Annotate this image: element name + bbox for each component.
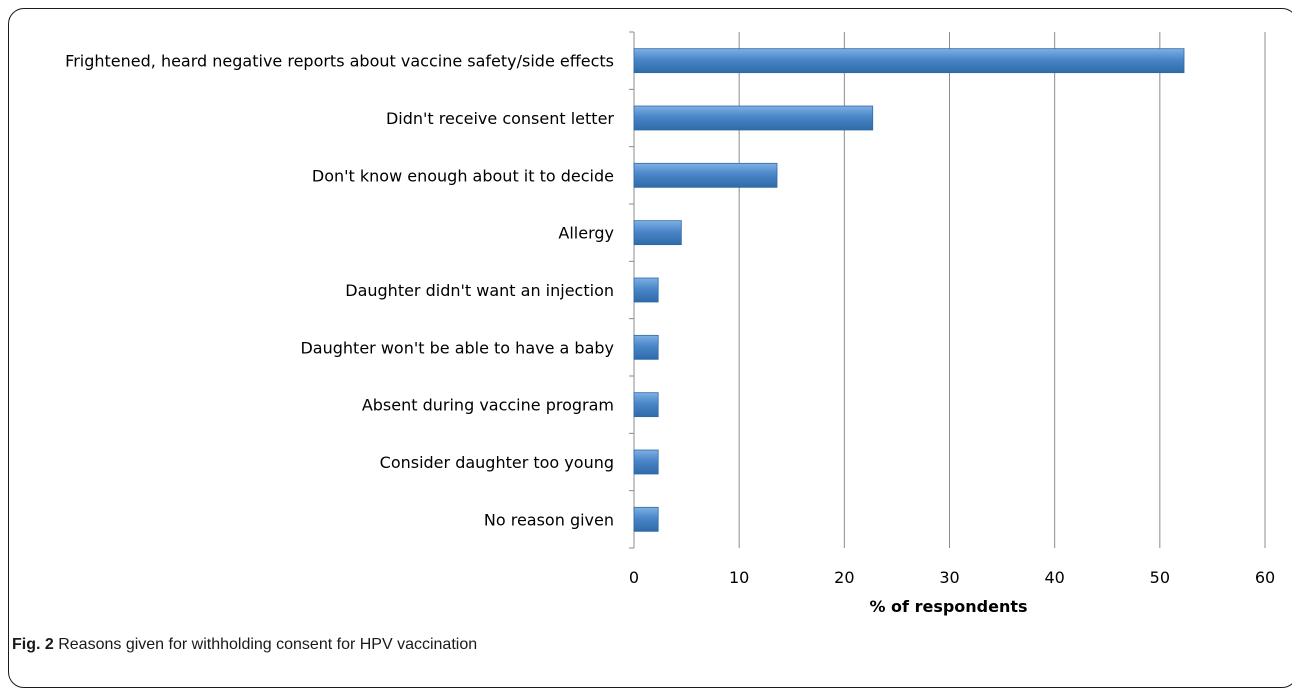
category-label: Daughter won't be able to have a baby: [300, 338, 614, 357]
bar: [633, 105, 874, 131]
bar: [633, 392, 659, 418]
x-tick-label: 40: [1044, 568, 1064, 587]
x-tick-label: 30: [939, 568, 959, 587]
category-label: Consider daughter too young: [380, 453, 614, 472]
bar: [633, 220, 682, 246]
x-tick-label: 60: [1255, 568, 1275, 587]
x-tick-label: 20: [834, 568, 854, 587]
figure-label: Fig. 2: [12, 636, 54, 653]
category-label: No reason given: [484, 510, 614, 529]
category-labels: Frightened, heard negative reports about…: [65, 52, 614, 530]
x-tick-label: 0: [629, 568, 639, 587]
bar: [633, 334, 659, 360]
bar: [633, 506, 659, 532]
x-tick-label: 50: [1150, 568, 1170, 587]
x-axis-title: % of respondents: [869, 597, 1027, 616]
bar-chart: Frightened, heard negative reports about…: [65, 31, 1275, 616]
x-tick-label: 10: [729, 568, 749, 587]
category-label: Daughter didn't want an injection: [345, 281, 614, 300]
category-label: Didn't receive consent letter: [386, 109, 614, 128]
category-label: Absent during vaccine program: [362, 396, 614, 415]
x-tick-labels: 0 10 20 30 40 50 60: [629, 568, 1275, 587]
category-label: Frightened, heard negative reports about…: [65, 52, 614, 71]
bar: [633, 162, 778, 188]
axes: [629, 31, 635, 549]
figure-caption-text: Reasons given for withholding consent fo…: [53, 636, 478, 653]
category-label: Don't know enough about it to decide: [312, 166, 614, 185]
bars: [633, 48, 1185, 532]
figure-caption: Fig. 2 Reasons given for withholding con…: [12, 636, 477, 654]
bar: [633, 449, 659, 475]
category-label: Allergy: [558, 224, 614, 243]
bar: [633, 48, 1185, 74]
bar: [633, 277, 659, 303]
